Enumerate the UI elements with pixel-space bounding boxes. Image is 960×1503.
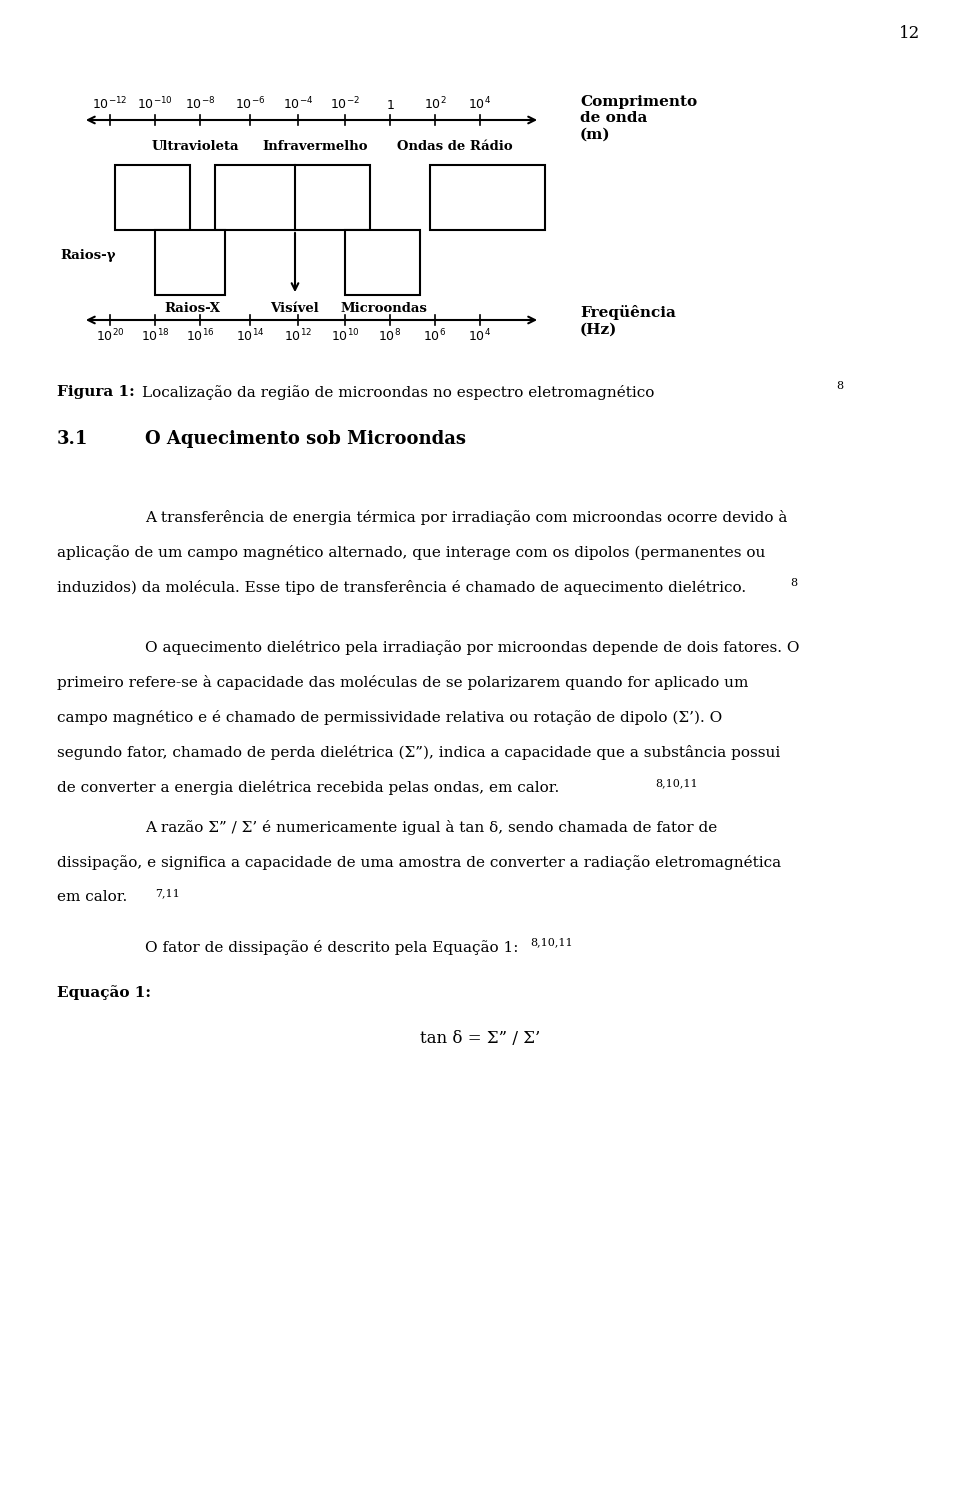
Text: Ondas de Rádio: Ondas de Rádio (397, 140, 513, 153)
Text: $10^{10}$: $10^{10}$ (330, 328, 359, 344)
Text: O Aquecimento sob Microondas: O Aquecimento sob Microondas (145, 430, 466, 448)
Text: $10^{2}$: $10^{2}$ (423, 95, 446, 113)
Text: aplicação de um campo magnético alternado, que interage com os dipolos (permanen: aplicação de um campo magnético alternad… (57, 546, 765, 561)
Bar (155, 230, 225, 295)
Text: 12: 12 (899, 26, 920, 42)
Text: Comprimento
de onda
(m): Comprimento de onda (m) (580, 95, 697, 141)
Text: $10^{18}$: $10^{18}$ (141, 328, 169, 344)
Text: Localização da região de microondas no espectro eletromagnético: Localização da região de microondas no e… (142, 385, 655, 400)
Text: $10^{6}$: $10^{6}$ (423, 328, 446, 344)
Text: em calor.: em calor. (57, 890, 128, 903)
Text: $1$: $1$ (386, 99, 395, 113)
Text: Visível: Visível (270, 302, 319, 316)
Text: $10^{-8}$: $10^{-8}$ (185, 95, 215, 113)
Text: $10^{-10}$: $10^{-10}$ (137, 95, 173, 113)
Text: $10^{16}$: $10^{16}$ (185, 328, 214, 344)
Text: $10^{12}$: $10^{12}$ (284, 328, 312, 344)
Text: 8,10,11: 8,10,11 (530, 936, 572, 947)
Text: Raios-X: Raios-X (164, 302, 220, 316)
Text: $10^{20}$: $10^{20}$ (96, 328, 124, 344)
Text: 7,11: 7,11 (155, 888, 180, 897)
Bar (345, 230, 420, 295)
Bar (115, 165, 190, 230)
Text: dissipação, e significa a capacidade de uma amostra de converter a radiação elet: dissipação, e significa a capacidade de … (57, 855, 781, 870)
Bar (430, 165, 545, 230)
Text: Figura 1:: Figura 1: (57, 385, 134, 398)
Text: Ultravioleta: Ultravioleta (152, 140, 239, 153)
Text: 8: 8 (790, 579, 797, 588)
Text: segundo fator, chamado de perda dielétrica (Σ”), indica a capacidade que a subst: segundo fator, chamado de perda dielétri… (57, 745, 780, 761)
Text: $10^{4}$: $10^{4}$ (468, 95, 492, 113)
Text: campo magnético e é chamado de permissividade relativa ou rotação de dipolo (Σ’): campo magnético e é chamado de permissiv… (57, 709, 722, 724)
Text: $10^{-4}$: $10^{-4}$ (283, 95, 313, 113)
Text: tan δ = Σ” / Σ’: tan δ = Σ” / Σ’ (420, 1030, 540, 1048)
Text: de converter a energia dielétrica recebida pelas ondas, em calor.: de converter a energia dielétrica recebi… (57, 780, 560, 795)
Text: $10^{-12}$: $10^{-12}$ (92, 95, 128, 113)
Text: induzidos) da molécula. Esse tipo de transferência é chamado de aquecimento diel: induzidos) da molécula. Esse tipo de tra… (57, 580, 746, 595)
Text: O aquecimento dielétrico pela irradiação por microondas depende de dois fatores.: O aquecimento dielétrico pela irradiação… (145, 640, 800, 655)
Text: 8: 8 (836, 380, 843, 391)
Text: Freqüência
(Hz): Freqüência (Hz) (580, 305, 676, 337)
Text: $10^{8}$: $10^{8}$ (378, 328, 401, 344)
Text: Equação 1:: Equação 1: (57, 984, 151, 999)
Text: $10^{4}$: $10^{4}$ (468, 328, 492, 344)
Text: primeiro refere-se à capacidade das moléculas de se polarizarem quando for aplic: primeiro refere-se à capacidade das molé… (57, 675, 749, 690)
Text: A razão Σ” / Σ’ é numericamente igual à tan δ, sendo chamada de fator de: A razão Σ” / Σ’ é numericamente igual à … (145, 821, 717, 836)
Text: $10^{14}$: $10^{14}$ (236, 328, 264, 344)
Text: 8,10,11: 8,10,11 (655, 779, 698, 788)
Text: Microondas: Microondas (341, 302, 427, 316)
Text: Raios-γ: Raios-γ (60, 248, 115, 262)
Bar (215, 165, 370, 230)
Text: A transferência de energia térmica por irradiação com microondas ocorre devido à: A transferência de energia térmica por i… (145, 510, 787, 525)
Text: $10^{-2}$: $10^{-2}$ (330, 95, 360, 113)
Text: O fator de dissipação é descrito pela Equação 1:: O fator de dissipação é descrito pela Eq… (145, 939, 518, 954)
Text: $10^{-6}$: $10^{-6}$ (235, 95, 265, 113)
Text: 3.1: 3.1 (57, 430, 88, 448)
Text: Infravermelho: Infravermelho (262, 140, 368, 153)
